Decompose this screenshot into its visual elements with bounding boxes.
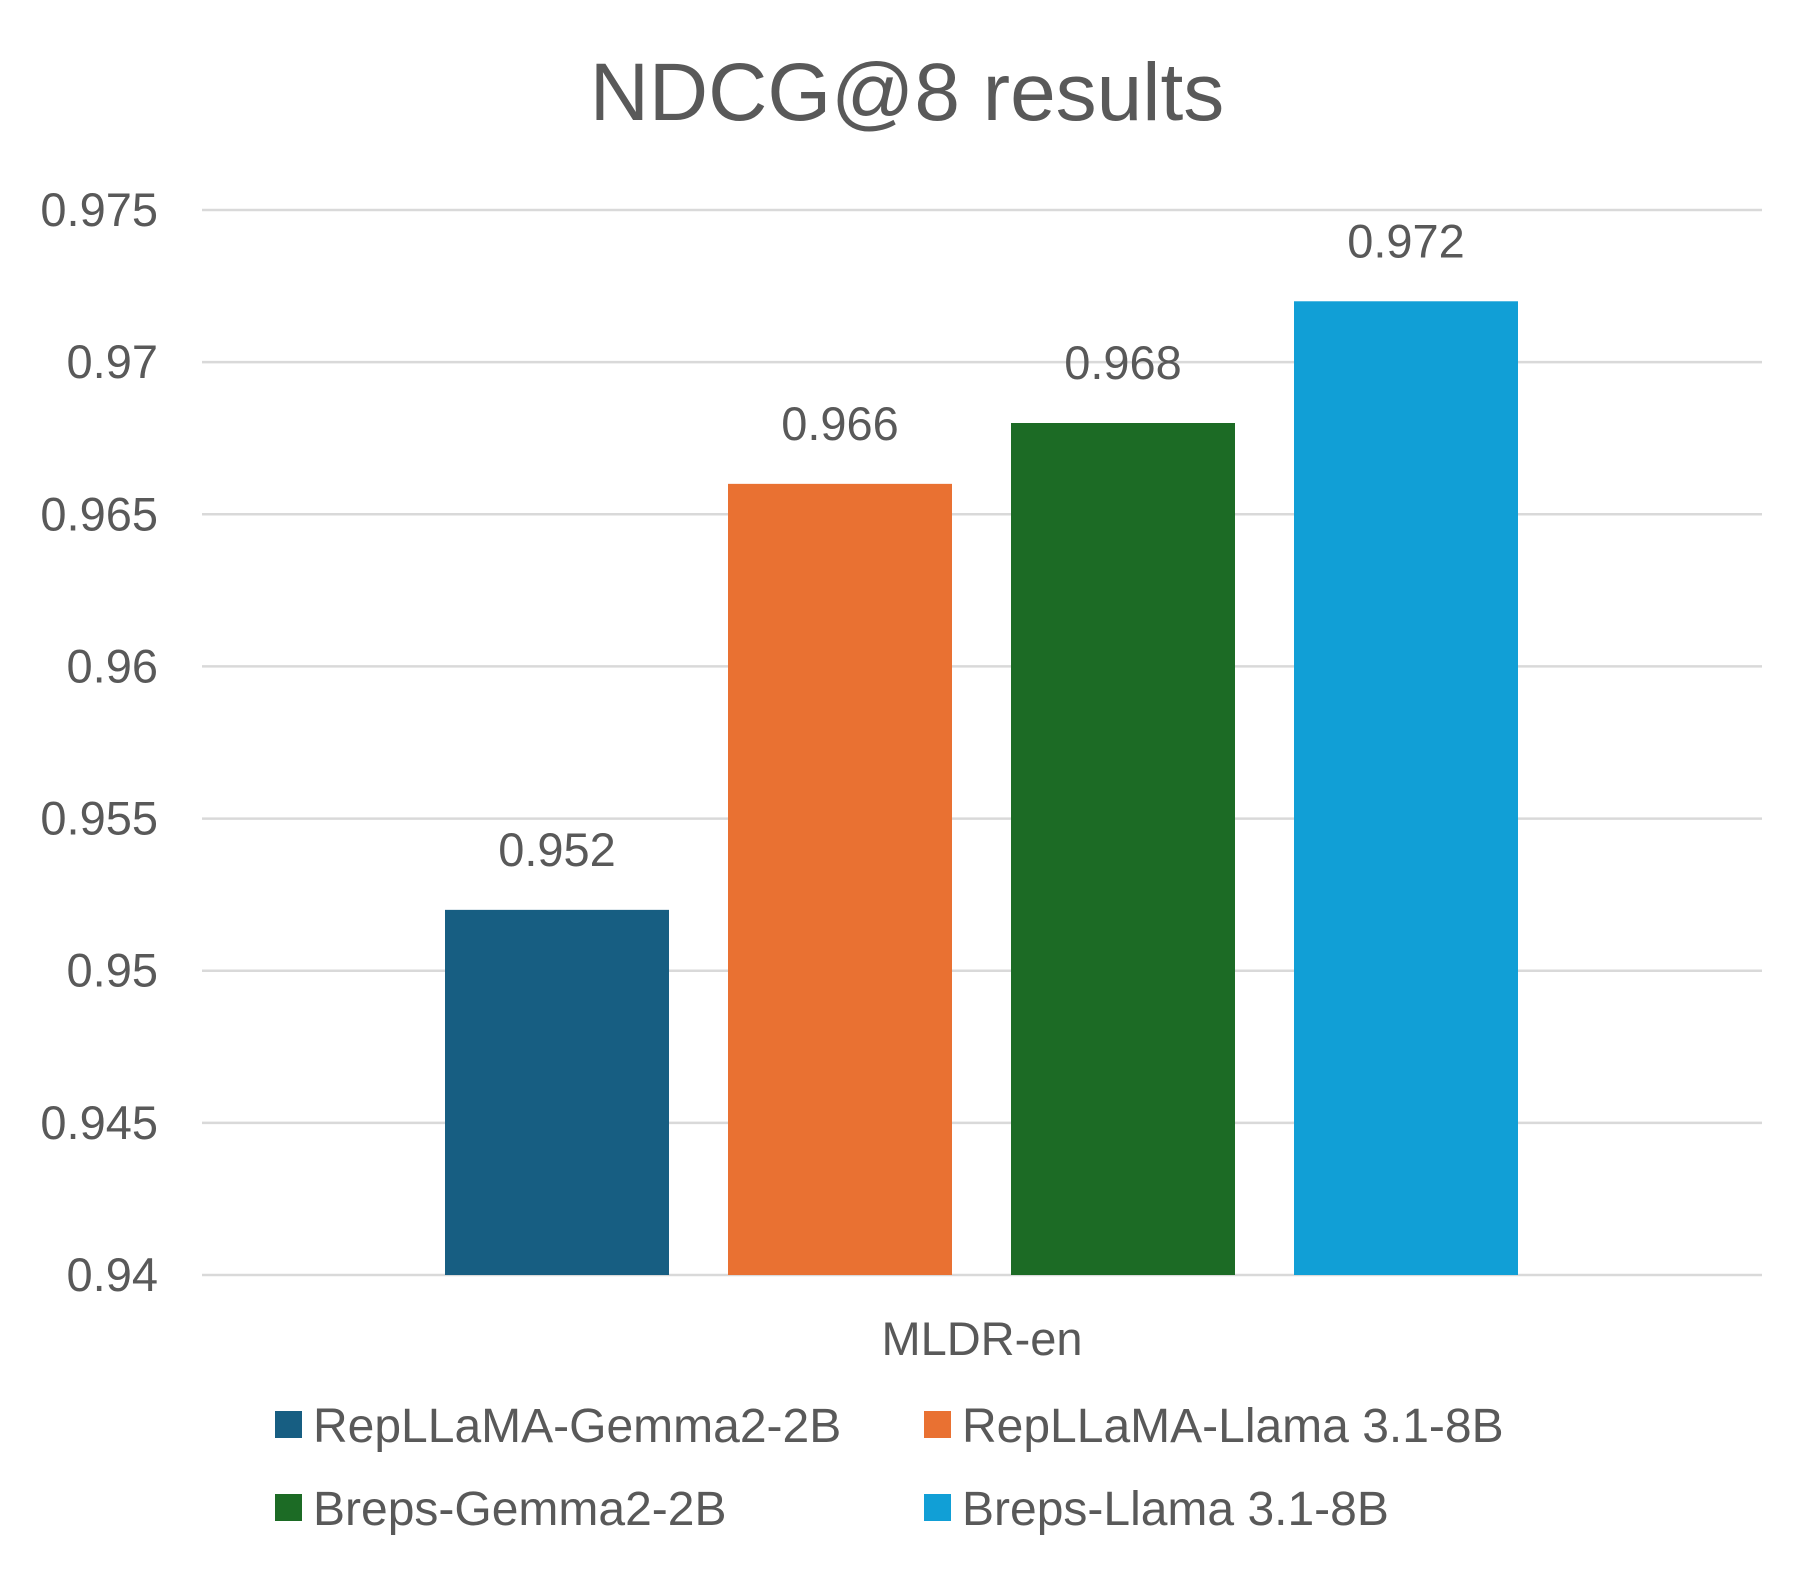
legend-label: RepLLaMA-Gemma2-2B (313, 1400, 841, 1453)
y-tick-label: 0.95 (67, 944, 158, 997)
y-tick-label: 0.955 (40, 792, 158, 845)
y-axis-ticks: 0.94 0.945 0.95 0.955 0.96 0.965 0.97 0.975 (40, 183, 158, 1301)
legend-label: RepLLaMA-Llama 3.1-8B (962, 1400, 1504, 1453)
data-label: 0.968 (1064, 336, 1182, 389)
y-tick-label: 0.965 (40, 487, 158, 540)
data-labels: 0.952 0.966 0.968 0.972 (498, 214, 1465, 876)
data-label: 0.972 (1347, 214, 1465, 267)
legend-label: Breps-Gemma2-2B (313, 1483, 726, 1536)
data-label: 0.952 (498, 823, 616, 876)
y-tick-label: 0.96 (67, 639, 158, 692)
chart-title: NDCG@8 results (590, 47, 1225, 138)
bar (728, 483, 952, 1275)
legend: RepLLaMA-Gemma2-2B RepLLaMA-Llama 3.1-8B B… (275, 1400, 1504, 1536)
legend-label: Breps-Llama 3.1-8B (962, 1483, 1389, 1536)
y-tick-label: 0.97 (67, 335, 158, 388)
legend-swatch (275, 1494, 302, 1521)
y-tick-label: 0.94 (67, 1248, 158, 1301)
bar (445, 909, 669, 1275)
y-tick-label: 0.945 (40, 1096, 158, 1149)
bar (1011, 423, 1235, 1275)
legend-swatch (924, 1494, 951, 1521)
x-category-label: MLDR-en (881, 1312, 1082, 1365)
legend-swatch (275, 1411, 302, 1438)
gridlines (202, 208, 1762, 1277)
bar (1294, 301, 1518, 1275)
x-axis-categories: MLDR-en (881, 1312, 1082, 1365)
bars (445, 301, 1518, 1275)
y-tick-label: 0.975 (40, 183, 158, 236)
legend-swatch (924, 1411, 951, 1438)
data-label: 0.966 (781, 397, 899, 450)
